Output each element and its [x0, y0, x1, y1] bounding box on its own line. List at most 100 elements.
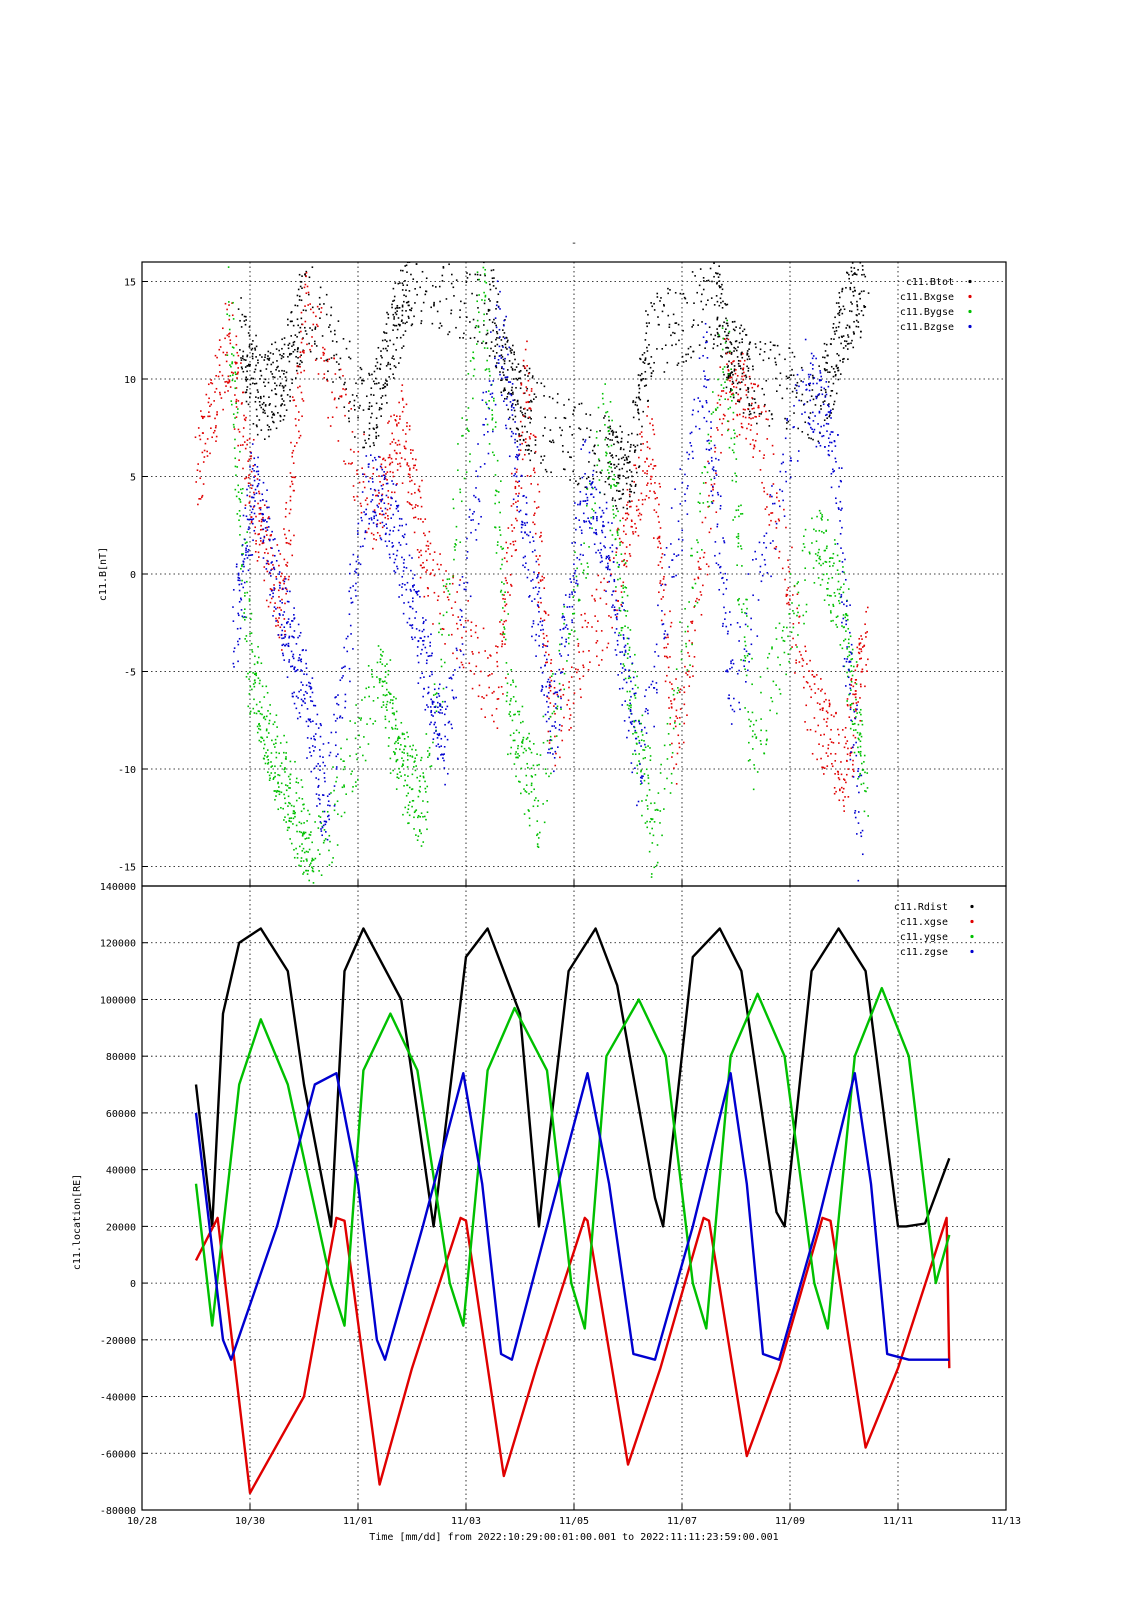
- data-point: [397, 439, 400, 442]
- data-point: [226, 308, 228, 311]
- data-point: [393, 358, 395, 360]
- data-point: [418, 780, 421, 782]
- data-point: [484, 650, 487, 652]
- data-point: [792, 623, 795, 625]
- data-point: [756, 422, 758, 425]
- data-point: [735, 509, 738, 512]
- data-point: [720, 355, 722, 357]
- data-point: [857, 723, 860, 726]
- data-point: [389, 659, 392, 661]
- data-point: [644, 461, 646, 463]
- data-point: [442, 267, 445, 269]
- data-point: [616, 609, 618, 612]
- data-point: [272, 413, 274, 416]
- data-point: [518, 755, 521, 757]
- data-point: [586, 487, 588, 489]
- data-point: [833, 592, 836, 594]
- data-point: [224, 381, 226, 383]
- data-point: [355, 704, 357, 706]
- data-point: [721, 348, 724, 351]
- data-point: [243, 616, 246, 618]
- data-point: [814, 730, 817, 733]
- data-point: [285, 756, 287, 758]
- data-point: [745, 389, 748, 392]
- data-point: [311, 857, 314, 860]
- data-point: [306, 820, 308, 822]
- data-point: [731, 389, 734, 391]
- data-point: [259, 728, 262, 731]
- data-point: [417, 814, 420, 817]
- data-point: [426, 750, 429, 752]
- data-point: [837, 773, 840, 776]
- data-point: [509, 715, 512, 717]
- data-point: [319, 286, 322, 289]
- data-point: [201, 432, 204, 434]
- data-point: [699, 557, 701, 559]
- data-point: [628, 646, 631, 649]
- data-point: [727, 338, 730, 341]
- data-point: [277, 808, 280, 811]
- data-point: [532, 743, 535, 745]
- data-point: [821, 709, 824, 712]
- data-point: [290, 804, 293, 807]
- data-point: [248, 598, 251, 600]
- data-point: [251, 518, 253, 521]
- data-point: [296, 318, 299, 321]
- data-point: [642, 410, 645, 413]
- data-point: [543, 619, 546, 622]
- data-point: [577, 668, 579, 671]
- data-point: [300, 831, 303, 834]
- data-point: [538, 563, 540, 566]
- data-point: [338, 397, 340, 400]
- data-point: [401, 289, 404, 291]
- data-point: [389, 339, 391, 342]
- data-point: [641, 435, 643, 438]
- data-point: [338, 363, 340, 365]
- data-point: [240, 598, 243, 601]
- data-point: [772, 680, 775, 683]
- data-point: [463, 302, 466, 305]
- data-point: [856, 712, 858, 714]
- data-point: [303, 286, 306, 289]
- data-point: [614, 590, 617, 593]
- data-point: [496, 660, 498, 663]
- data-point: [862, 254, 864, 256]
- data-point: [852, 693, 854, 696]
- data-point: [459, 488, 461, 491]
- data-point: [823, 549, 826, 552]
- data-point: [404, 774, 406, 776]
- data-point: [265, 548, 268, 551]
- data-point: [645, 332, 648, 335]
- data-point: [736, 400, 739, 402]
- data-point: [710, 413, 713, 415]
- data-point: [697, 560, 700, 563]
- data-point: [386, 340, 388, 343]
- data-point: [274, 746, 276, 748]
- data-point: [289, 787, 291, 789]
- data-point: [834, 373, 837, 376]
- data-point: [635, 396, 638, 399]
- data-point: [350, 408, 353, 410]
- data-point: [428, 530, 431, 533]
- data-point: [629, 446, 632, 448]
- data-point: [824, 395, 827, 397]
- data-point: [491, 409, 493, 412]
- data-point: [722, 337, 725, 340]
- data-point: [288, 512, 291, 515]
- data-point: [824, 369, 827, 372]
- data-point: [264, 762, 267, 765]
- data-point: [457, 469, 459, 472]
- data-point: [339, 357, 342, 360]
- data-point: [243, 441, 246, 443]
- data-point: [276, 789, 278, 792]
- data-point: [752, 368, 754, 371]
- data-point: [629, 490, 631, 493]
- data-point: [747, 423, 750, 425]
- data-point: [299, 385, 301, 388]
- data-point: [774, 344, 776, 347]
- data-point: [734, 432, 736, 435]
- data-point: [380, 397, 382, 399]
- data-point: [792, 594, 794, 596]
- data-point: [499, 371, 501, 373]
- data-point: [285, 501, 288, 504]
